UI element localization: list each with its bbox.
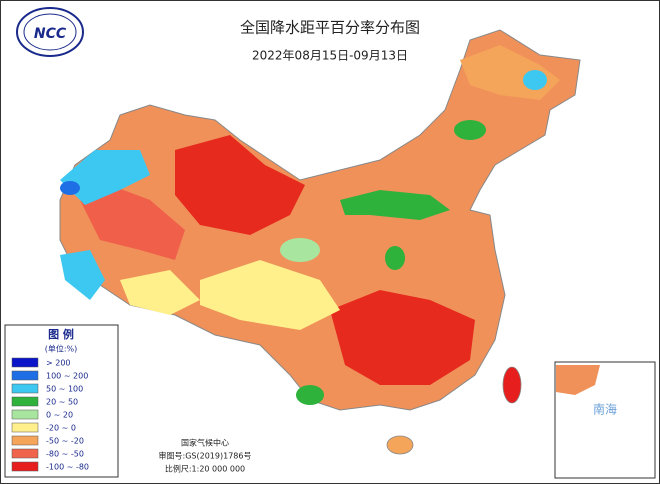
inset-label: 南海 [593,402,617,417]
legend-swatch [11,370,39,381]
legend: 图 例 (单位:%) > 200 100 ~ 200 50 ~ 100 20 ~ 50… [4,324,119,478]
legend-swatch [11,383,39,394]
legend-title: 图 例 [48,327,74,341]
logo: NCC [16,7,84,57]
logo-text: NCC [34,26,67,42]
legend-label: -80 ~ -50 [46,450,84,459]
footer-text: 审图号:GS(2019)1786号 [159,451,252,461]
legend-label: 0 ~ 20 [46,411,73,420]
legend-swatch [11,396,39,407]
legend-unit: (单位:%) [45,344,78,354]
legend-label: 20 ~ 50 [46,398,78,407]
legend-swatch [11,435,39,446]
legend-swatch [11,448,39,459]
legend-label: 100 ~ 200 [46,372,88,381]
legend-swatch [11,357,39,368]
footer-text: 国家气候中心 [181,438,229,448]
legend-label: -50 ~ -20 [46,437,84,446]
south-china-sea-inset: 南海 [554,361,656,479]
subtitle: 2022年08月15日-09月13日 [252,49,408,63]
legend-swatch [11,409,39,420]
legend-label: -100 ~ -80 [46,463,89,472]
china-map [59,29,581,455]
legend-swatch [11,422,39,433]
legend-label: -20 ~ 0 [46,424,76,433]
legend-label: 50 ~ 100 [46,385,83,394]
legend-label: > 200 [46,359,71,368]
footer-text: 比例尺:1:20 000 000 [165,464,245,474]
legend-swatch [11,461,39,472]
title: 全国降水距平百分率分布图 [240,19,420,37]
